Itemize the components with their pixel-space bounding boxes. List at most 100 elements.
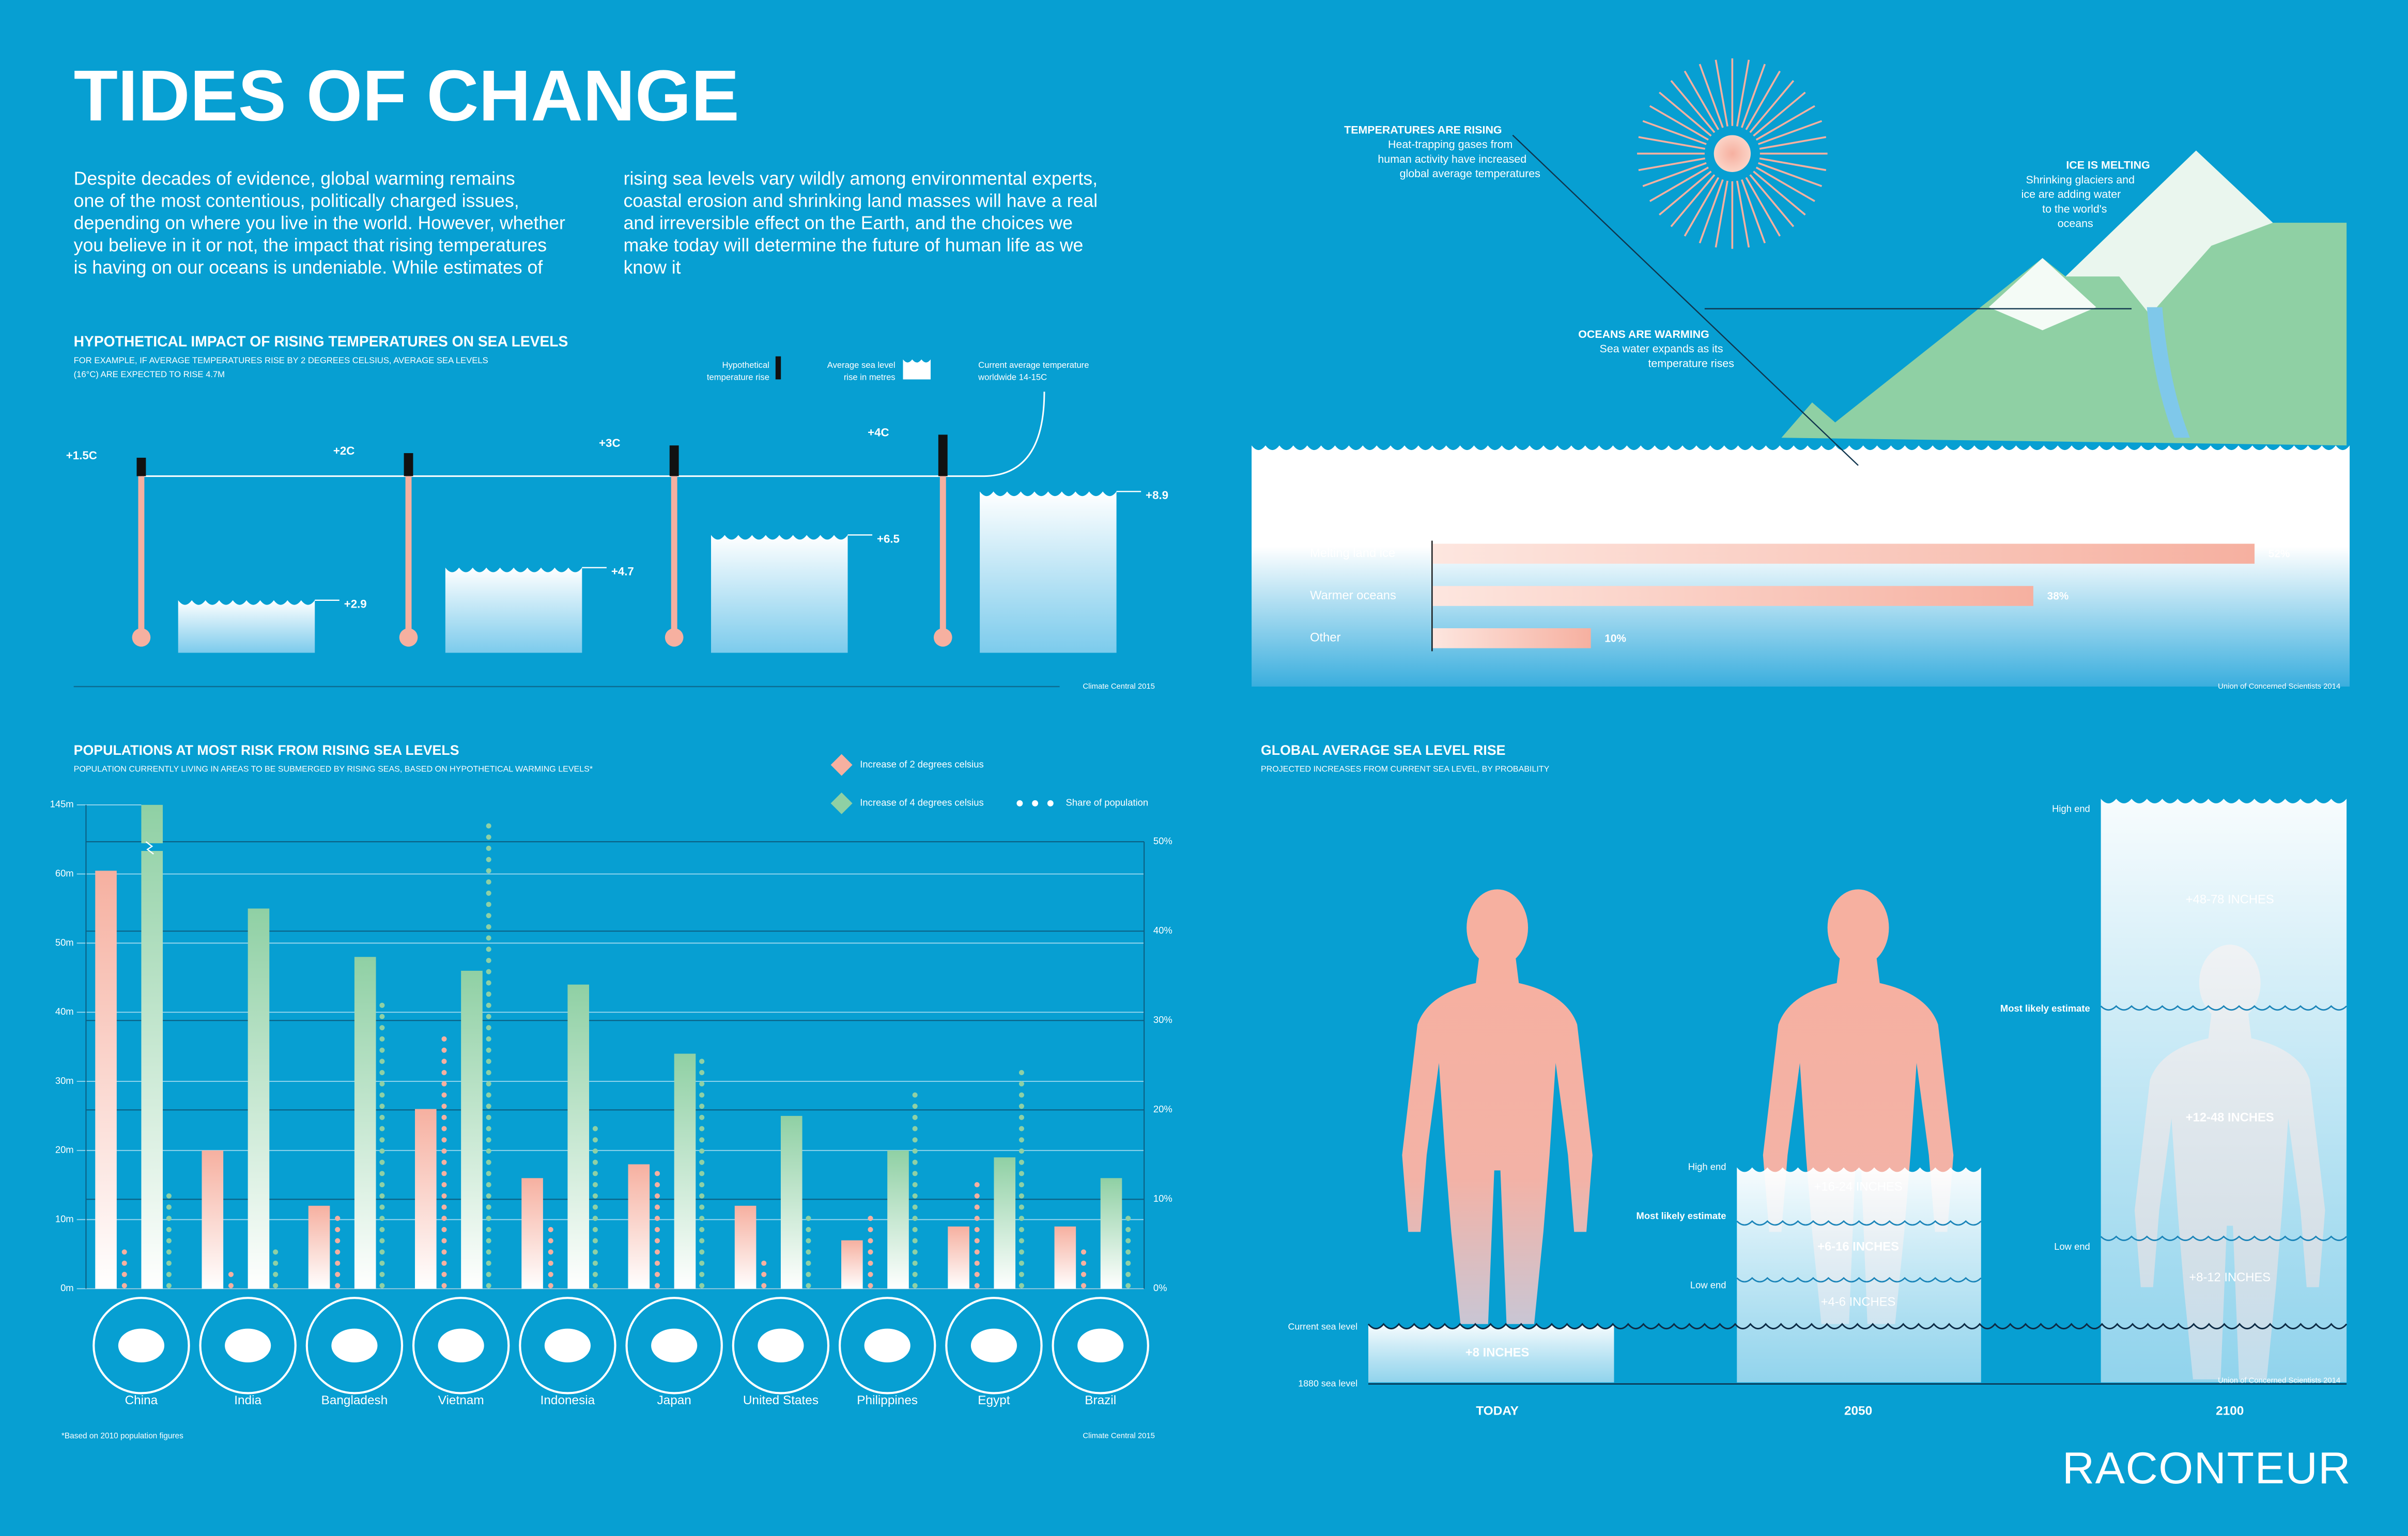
legend-label: worldwide 14-15C [978,373,1047,382]
chart-subtitle: (16°C) ARE EXPECTED TO RISE 4.7M [74,369,225,379]
y-tick-label: 40m [55,1006,74,1017]
sun-ray [1659,91,1712,137]
country-shape [544,1328,591,1363]
intro-text: rising sea levels vary wildly among envi… [624,168,1098,189]
country-badge [305,1297,404,1394]
bar [887,1150,909,1289]
level-wave [1736,1277,1982,1283]
sun-ray [1715,180,1728,248]
reference-line [141,392,1045,477]
sun-ray [1642,162,1707,188]
sun-ray [1758,162,1823,188]
country-badge [199,1297,297,1394]
country-badge [732,1297,830,1394]
bar [567,984,590,1289]
country-shape [864,1328,910,1363]
sun-ray [1759,157,1827,172]
y-tick-label: 145m [50,799,74,810]
snow [2065,150,2273,315]
sun-ray [1736,59,1750,127]
bar [308,1205,330,1289]
sun-ray [1745,177,1781,237]
temperature-stub [404,453,413,476]
sun-ray [1736,180,1750,248]
water-block [980,491,1117,653]
category-label: Brazil [1085,1393,1116,1407]
temperature-stub [938,435,948,476]
category-label: India [234,1393,261,1407]
y2-tick-label: 20% [1153,1104,1172,1114]
thermometer-bulb [399,628,418,647]
sun-ray [1684,177,1720,237]
category-label: Egypt [978,1393,1010,1407]
annotation-text: temperature rises [1648,357,1734,369]
source: Climate Central 2015 [1083,1432,1155,1440]
legend-label: Increase of 2 degrees celsius [860,758,983,769]
intro-text: Despite decades of evidence, global warm… [74,168,515,189]
level-wave [2100,1005,2348,1011]
country-badge [838,1297,936,1394]
range-label: +48-78 INCHES [2186,892,2274,906]
category-label: Philippines [857,1393,918,1407]
bar [202,1150,224,1289]
category-label: Japan [657,1393,691,1407]
chart-subtitle: POPULATION CURRENTLY LIVING IN AREAS TO … [74,765,593,774]
human-head [1827,889,1889,967]
sun-ray [1642,120,1707,145]
country-shape [331,1328,378,1363]
bar [734,1205,757,1289]
y2-tick-label: 40% [1153,925,1172,936]
glacier-water [2147,307,2190,438]
source: Union of Concerned Scientists 2014 [2218,1377,2340,1385]
y-tick-label: 10m [55,1213,74,1224]
range-label: +6-16 INCHES [1817,1239,1899,1253]
chart-title: HYPOTHETICAL IMPACT OF RISING TEMPERATUR… [74,333,568,349]
legend-swatch [1032,800,1039,806]
category-label: Vietnam [438,1393,484,1407]
country-badge [92,1297,190,1394]
sun-ray [1753,91,1806,137]
water-column [1737,1167,1981,1383]
y2-tick-label: 30% [1153,1014,1172,1025]
axis-break-mark [145,841,154,855]
annotation-text: ice are adding water [2021,188,2121,200]
chart-title: POPULATIONS AT MOST RISK FROM RISING SEA… [74,742,459,758]
sun-ray [1670,80,1716,133]
y-tick-label: 60m [55,867,74,878]
temperature-stub [136,457,146,476]
bar [415,1109,437,1289]
thermometer-tube [671,476,677,630]
bar [95,871,117,1289]
country-badge [412,1297,510,1394]
legend-swatch [775,356,781,380]
chart-title: CONTRIBUTIONS TO RISING SEA LEVELS WORLD… [1310,484,1660,498]
country-shape [970,1328,1017,1363]
bar [628,1164,650,1289]
value-label: 52% [2268,548,2290,560]
legend-label: rise in metres [844,373,896,382]
bar [461,970,483,1289]
annotation-text: oceans [2058,218,2093,230]
bar [1432,544,2255,564]
human-figure [1763,958,1954,1324]
level-label: Most likely estimate [2000,1003,2090,1014]
column-label: 2100 [2216,1404,2244,1418]
y-tick-label: 50m [55,937,74,948]
annotation-line [1512,134,1859,466]
legend-swatch [830,754,853,776]
category-label: +2C [333,444,354,457]
annotation-text: human activity have increased [1378,153,1526,165]
category-label: China [125,1393,158,1407]
category-label: Bangladesh [321,1393,388,1407]
logo: RACONTEUR [2062,1444,2351,1493]
intro-text: is having on our oceans is undeniable. W… [74,257,543,278]
human-head [1467,889,1529,967]
legend-label: Increase of 4 degrees celsius [860,797,983,808]
chart-subtitle: FOR EXAMPLE, IF AVERAGE TEMPERATURES RIS… [74,355,488,365]
intro-text: one of the most contentious, politically… [74,190,519,211]
category-label: Other [1310,631,1341,645]
annotation-text: to the world's [2042,203,2107,215]
y-tick-label: 30m [55,1075,74,1086]
bar [248,908,270,1289]
